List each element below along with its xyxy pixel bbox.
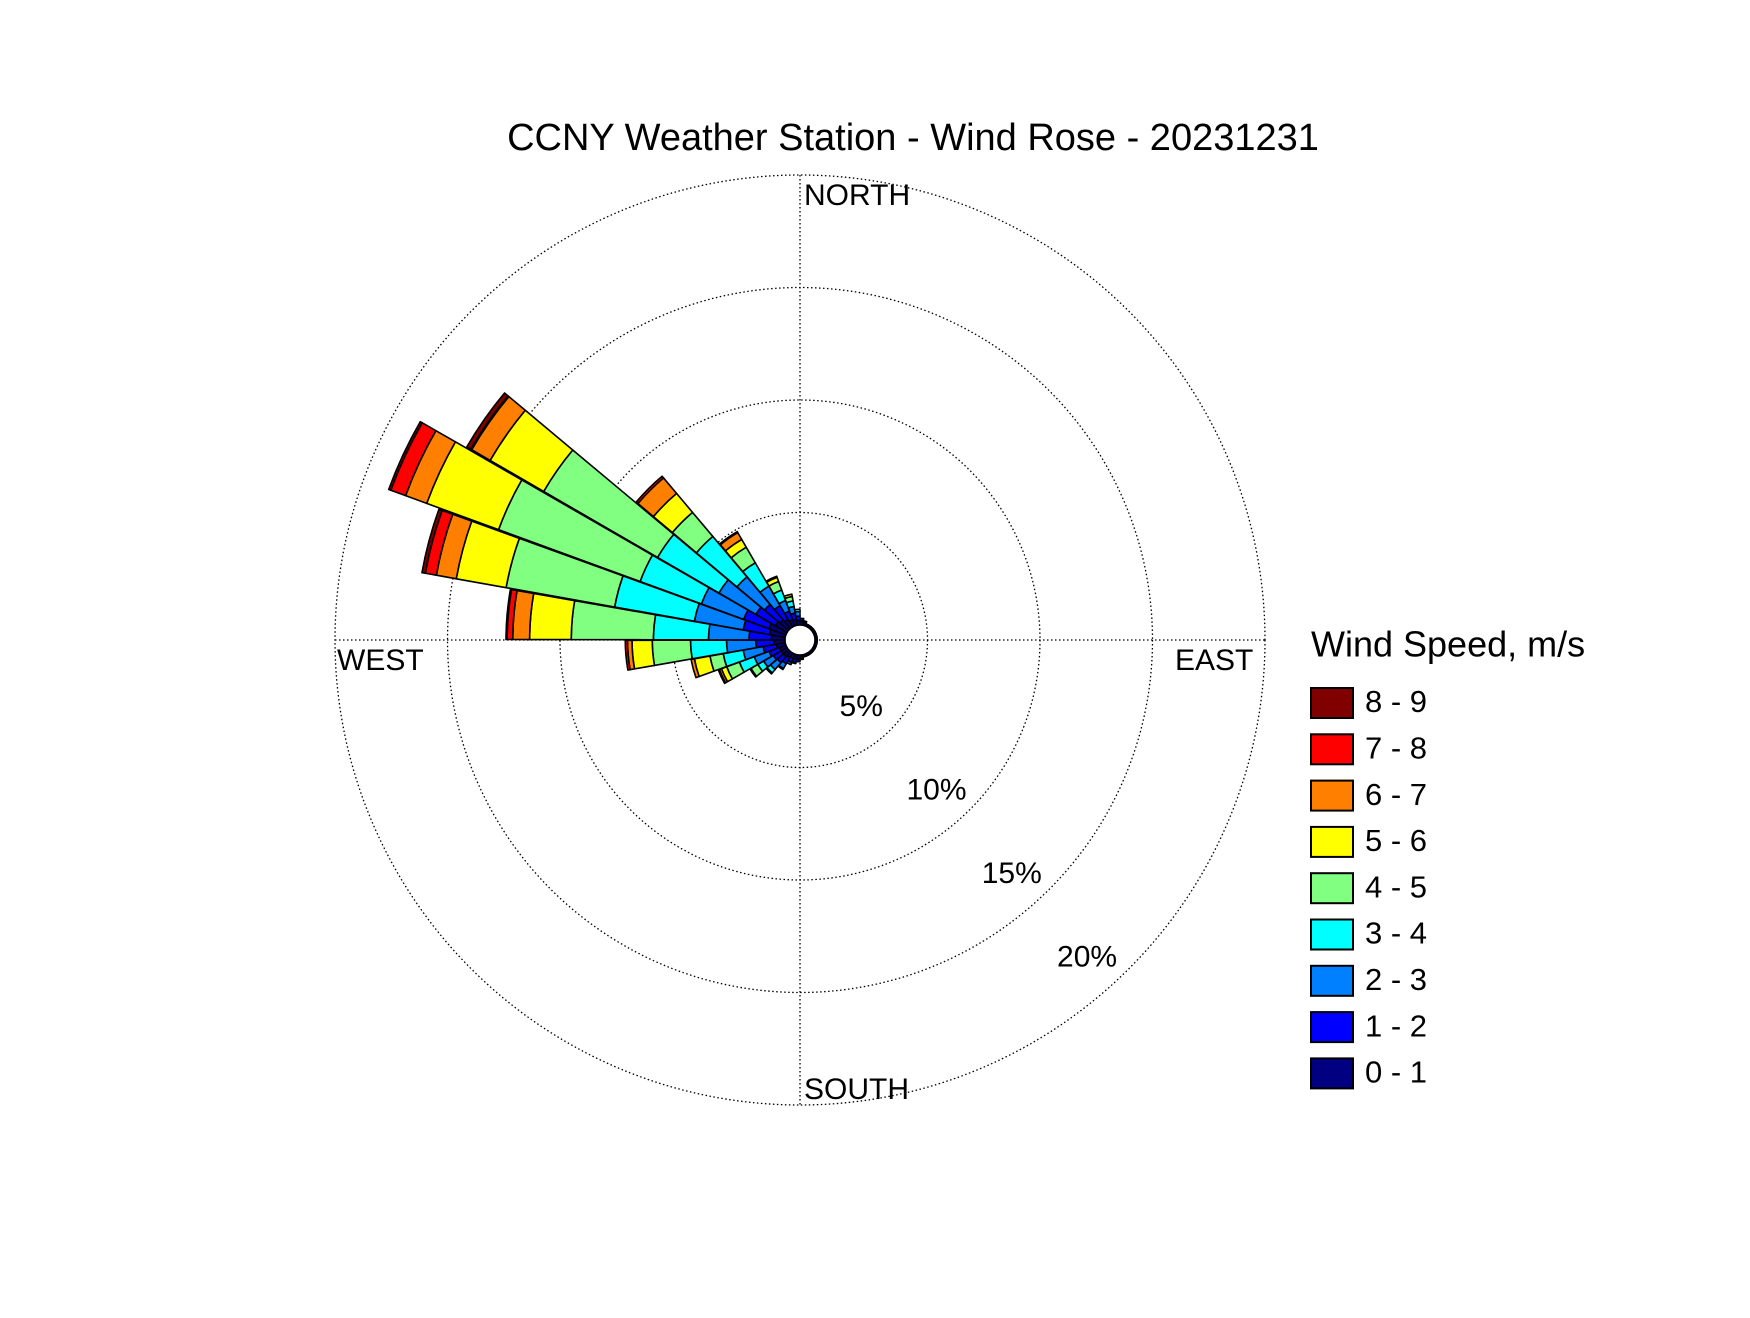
petal-segment (803, 621, 806, 623)
legend-label: 2 - 3 (1365, 962, 1427, 997)
legend-label: 7 - 8 (1365, 730, 1427, 765)
direction-label: EAST (1175, 644, 1253, 677)
legend-swatch (1311, 734, 1353, 764)
legend-swatch (1311, 688, 1353, 718)
petal-segment (530, 594, 575, 640)
legend-label: 1 - 2 (1365, 1008, 1427, 1043)
legend-swatch (1311, 920, 1353, 950)
legend-label: 8 - 9 (1365, 684, 1427, 719)
petal-segment (632, 640, 654, 669)
legend-label: 5 - 6 (1365, 823, 1427, 858)
legend-swatch (1311, 827, 1353, 857)
legend: 0 - 1 1 - 2 2 - 3 3 - 4 4 - 5 5 - 6 6 - 7 7 - 8… (1311, 684, 1427, 1089)
legend-swatch (1311, 1012, 1353, 1042)
legend-swatch (1311, 781, 1353, 811)
r-tick-label: 5% (840, 690, 883, 723)
legend-label: 0 - 1 (1365, 1055, 1427, 1090)
r-tick-label: 20% (1057, 941, 1117, 974)
direction-label: NORTH (804, 179, 910, 212)
legend-swatch (1311, 873, 1353, 903)
legend-swatch (1311, 1058, 1353, 1088)
chart-title: CCNY Weather Station - Wind Rose - 20231… (507, 117, 1319, 159)
legend-label: 6 - 7 (1365, 777, 1427, 812)
center-hole (787, 627, 813, 653)
r-tick-label: 10% (906, 774, 966, 807)
legend-label: 4 - 5 (1365, 869, 1427, 904)
legend-label: 3 - 4 (1365, 916, 1427, 951)
petal-segment (795, 609, 800, 612)
r-tick-label: 15% (982, 857, 1042, 890)
direction-label: SOUTH (804, 1073, 909, 1106)
legend-swatch (1311, 966, 1353, 996)
direction-label: WEST (337, 644, 424, 677)
legend-title: Wind Speed, m/s (1311, 624, 1585, 665)
